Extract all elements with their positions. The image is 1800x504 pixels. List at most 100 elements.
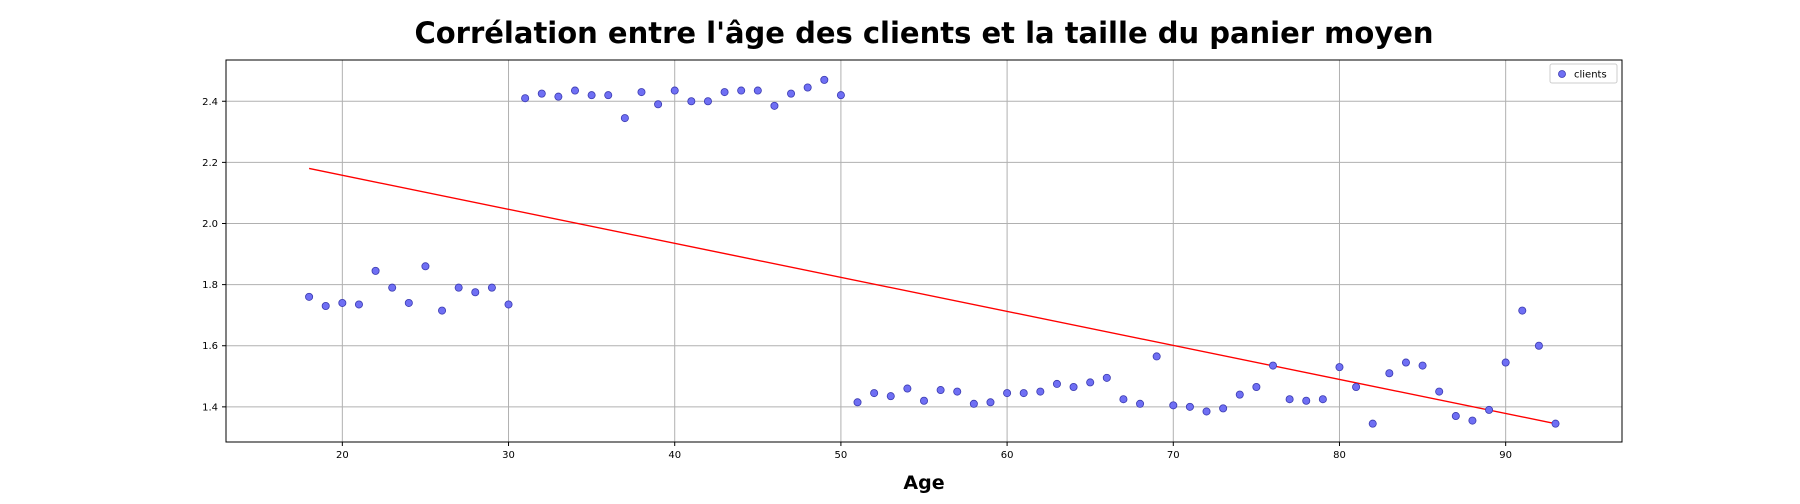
data-point [670, 86, 679, 95]
data-point [953, 387, 962, 396]
x-tick-label: 60 [1001, 450, 1014, 461]
data-point [1219, 404, 1228, 413]
data-point [1052, 379, 1061, 388]
data-point [537, 89, 546, 98]
data-point [1418, 361, 1427, 370]
data-point [1185, 402, 1194, 411]
data-point [571, 86, 580, 95]
data-point [753, 86, 762, 95]
trend-line [308, 167, 1556, 425]
chart-title: Corrélation entre l'âge des clients et l… [414, 16, 1433, 50]
data-point [1352, 382, 1361, 391]
data-point [471, 288, 480, 297]
legend-marker [1558, 70, 1566, 78]
data-point [305, 292, 314, 301]
data-point [554, 92, 563, 101]
data-point [703, 97, 712, 106]
data-point [338, 298, 347, 307]
data-point [870, 389, 879, 398]
data-point [1318, 395, 1327, 404]
data-point [1235, 390, 1244, 399]
data-point [354, 300, 363, 309]
data-point [1169, 401, 1178, 410]
legend-label: clients [1574, 70, 1607, 81]
data-point [1136, 399, 1145, 408]
data-point [1501, 358, 1510, 367]
y-tick-label: 2.4 [202, 97, 218, 108]
data-point [853, 398, 862, 407]
data-point [1152, 352, 1161, 361]
data-point [1269, 361, 1278, 370]
data-point [986, 398, 995, 407]
data-point [687, 97, 696, 106]
x-axis-ticks: 20 30 40 50 60 70 80 90 [336, 442, 1512, 461]
data-point [1518, 306, 1527, 315]
data-point [1302, 396, 1311, 405]
y-tick-label: 1.4 [202, 402, 218, 413]
x-tick-label: 80 [1333, 450, 1346, 461]
data-point [836, 91, 845, 100]
data-point [1401, 358, 1410, 367]
data-point [321, 302, 330, 311]
x-tick-label: 30 [502, 450, 515, 461]
data-point [438, 306, 447, 315]
trend-line-layer [308, 167, 1556, 425]
data-point [1036, 387, 1045, 396]
legend: clients [1549, 63, 1618, 84]
data-point [1551, 419, 1560, 428]
data-point [504, 300, 513, 309]
data-point [1119, 395, 1128, 404]
data-point [903, 384, 912, 393]
data-point [1086, 378, 1095, 387]
data-point [969, 399, 978, 408]
data-point [1003, 389, 1012, 398]
data-point [787, 89, 796, 98]
data-point [803, 83, 812, 92]
data-point [487, 283, 496, 292]
data-point [1385, 369, 1394, 378]
legend-box [1549, 63, 1618, 84]
data-point [604, 91, 613, 100]
x-tick-label: 40 [668, 450, 681, 461]
data-point [1451, 412, 1460, 421]
data-point [1069, 382, 1078, 391]
plot-area-frame [225, 59, 1623, 443]
data-point [1468, 416, 1477, 425]
data-point [654, 100, 663, 109]
data-point [388, 283, 397, 292]
data-point [1252, 382, 1261, 391]
data-point [620, 114, 629, 123]
x-tick-label: 90 [1499, 450, 1512, 461]
data-point [920, 396, 929, 405]
data-point [820, 75, 829, 84]
data-point [1485, 405, 1494, 414]
data-point [936, 386, 945, 395]
x-axis-label: Age [903, 472, 944, 494]
x-tick-label: 70 [1167, 450, 1180, 461]
data-point [1202, 407, 1211, 416]
data-point [1102, 373, 1111, 382]
y-tick-label: 2.2 [202, 158, 218, 169]
y-tick-label: 1.8 [202, 280, 218, 291]
data-point [770, 101, 779, 110]
x-tick-label: 50 [835, 450, 848, 461]
data-point [1285, 395, 1294, 404]
y-axis-ticks: 1.4 1.6 1.8 2.0 2.2 2.4 [202, 97, 226, 413]
data-point [737, 86, 746, 95]
data-point [720, 88, 729, 97]
data-point [521, 94, 530, 103]
data-point [1368, 419, 1377, 428]
data-point [1019, 389, 1028, 398]
x-tick-label: 20 [336, 450, 349, 461]
data-point [1335, 363, 1344, 372]
data-point [587, 91, 596, 100]
y-tick-label: 1.6 [202, 341, 218, 352]
data-points [305, 75, 1560, 428]
data-point [404, 298, 413, 307]
data-point [421, 262, 430, 271]
data-point [371, 266, 380, 275]
data-point [1435, 387, 1444, 396]
data-point [1534, 341, 1543, 350]
data-point [886, 392, 895, 401]
